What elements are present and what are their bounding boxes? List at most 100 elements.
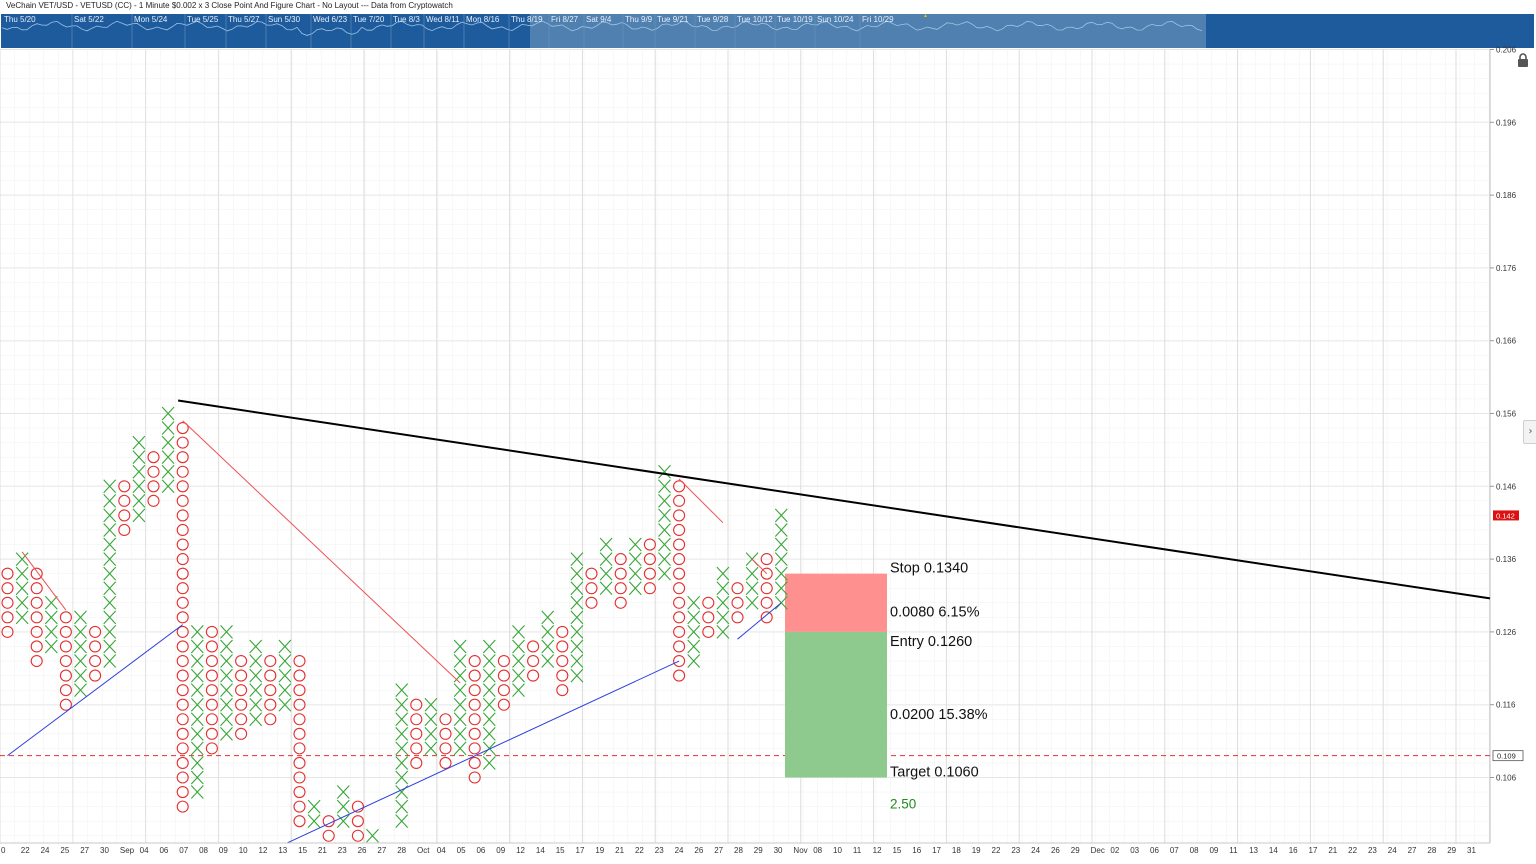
o-box — [731, 596, 744, 609]
x-box — [15, 566, 29, 581]
o-box — [176, 727, 189, 740]
o-box — [176, 553, 189, 566]
x-box — [103, 508, 117, 523]
o-box — [176, 698, 189, 711]
navigator-marker-icon — [924, 14, 927, 17]
x-box — [453, 741, 467, 756]
x-box — [599, 537, 613, 552]
lock-icon[interactable] — [1515, 52, 1531, 68]
x-box — [570, 654, 584, 668]
x-box — [658, 464, 671, 479]
x-box — [658, 552, 671, 566]
price-axis[interactable]: 0.206 0.196 0.186 0.176 0.166 0.156 0.146 0.136… — [1490, 46, 1524, 783]
o-box — [205, 727, 218, 740]
trend-lines — [7, 399, 1491, 859]
x-box — [628, 552, 642, 566]
o-box — [235, 698, 248, 711]
x-tick-label: 27 — [377, 846, 386, 855]
o-box — [176, 567, 189, 580]
navigator-label: Sat 9/4 — [586, 15, 612, 24]
pnf-columns — [1, 406, 788, 858]
chevron-right-icon[interactable]: › — [1523, 420, 1536, 444]
x-tick-label: 09 — [496, 846, 505, 855]
o-box — [89, 654, 102, 668]
x-tick-label: Dec — [1091, 846, 1105, 855]
o-box — [731, 611, 744, 624]
x-tick-label: 15 — [298, 846, 307, 855]
o-box — [643, 582, 656, 595]
x-box — [395, 799, 409, 814]
x-box — [658, 493, 671, 508]
x-box — [220, 697, 233, 712]
navigator-selection[interactable] — [530, 14, 1206, 48]
x-box — [482, 712, 496, 727]
current-price-label: 0.142 — [1496, 511, 1515, 520]
o-box — [410, 742, 423, 755]
x-tick-label: 19 — [972, 846, 981, 855]
x-box — [190, 785, 204, 799]
o-box — [205, 684, 218, 697]
x-tick-label: 24 — [41, 846, 50, 855]
x-box — [453, 697, 467, 712]
x-box — [482, 654, 496, 668]
o-box — [643, 553, 656, 566]
o-box — [205, 742, 218, 755]
x-box — [716, 566, 730, 581]
resistance-line — [751, 558, 768, 575]
o-box — [556, 654, 569, 668]
o-box — [264, 654, 277, 668]
x-box — [278, 639, 292, 654]
navigator-label: Sun 10/24 — [817, 15, 854, 24]
o-box — [89, 640, 102, 653]
o-box — [293, 684, 306, 697]
x-box — [424, 741, 438, 756]
x-box — [249, 639, 263, 654]
o-box — [176, 436, 189, 449]
descending-trendline[interactable] — [177, 399, 1491, 600]
time-navigator[interactable]: Thu 5/20 Sat 5/22 Mon 5/24 Tue 5/25 Thu 5/27… — [1, 14, 1534, 48]
o-box — [205, 713, 218, 726]
x-box — [395, 726, 409, 741]
x-box — [395, 756, 409, 770]
x-box — [103, 654, 117, 668]
x-box — [132, 435, 146, 450]
x-box — [512, 683, 525, 698]
x-tick-label: 23 — [1368, 846, 1377, 855]
x-box — [15, 552, 29, 566]
x-tick-label: 05 — [457, 846, 466, 855]
o-box — [673, 654, 686, 668]
o-box — [673, 523, 686, 537]
o-box — [1, 582, 14, 595]
o-box — [176, 509, 189, 522]
o-box — [556, 669, 569, 682]
x-box — [541, 639, 555, 654]
current-price-tag — [1493, 510, 1519, 521]
x-tick-label: 16 — [1289, 846, 1298, 855]
x-box — [628, 581, 642, 596]
x-box — [44, 610, 58, 625]
o-box — [176, 582, 189, 595]
x-tick-label: 06 — [159, 846, 168, 855]
o-box — [235, 713, 248, 726]
navigator-sparkline — [1, 20, 1203, 36]
o-box — [235, 669, 248, 682]
x-tick-label: 12 — [873, 846, 882, 855]
x-box — [103, 610, 117, 625]
x-box — [424, 726, 438, 741]
o-box — [176, 494, 189, 507]
x-box — [103, 581, 117, 596]
o-box — [30, 625, 43, 638]
x-box — [395, 770, 409, 785]
o-box — [147, 480, 160, 493]
x-box — [220, 726, 233, 741]
date-axis[interactable]: 0 22 24 25 27 30 Sep 04 06 07 08 09 10 12 13 15 21 23 26 27… — [0, 842, 1490, 859]
o-box — [89, 625, 102, 638]
navigator-label: Sat 5/22 — [74, 15, 104, 24]
x-box — [482, 726, 496, 741]
o-box — [176, 684, 189, 697]
x-tick-label: 29 — [1071, 846, 1080, 855]
x-box — [658, 479, 671, 494]
x-tick-label: 11 — [1229, 846, 1238, 855]
